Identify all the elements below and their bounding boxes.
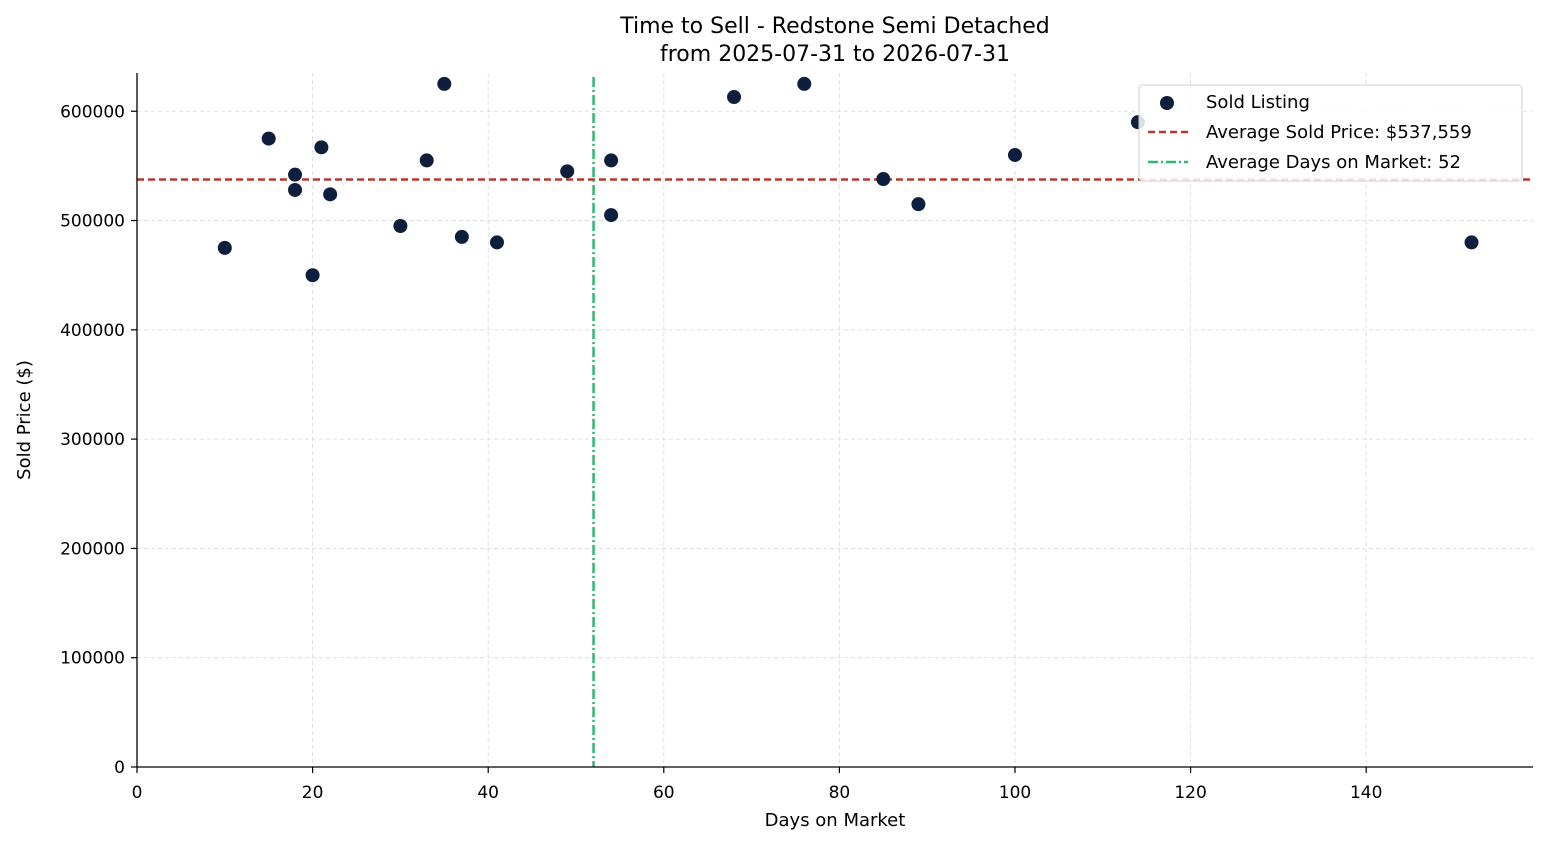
chart-title-line2: from 2025-07-31 to 2026-07-31 bbox=[660, 42, 1010, 67]
x-tick-label: 60 bbox=[653, 783, 675, 803]
x-tick-label: 140 bbox=[1350, 783, 1382, 803]
sold-listing-point bbox=[489, 235, 504, 250]
sold-listing-point bbox=[323, 187, 338, 202]
sold-listing-point bbox=[911, 197, 926, 212]
x-tick-label: 120 bbox=[1174, 783, 1206, 803]
legend-label-avg-days: Average Days on Market: 52 bbox=[1206, 152, 1461, 173]
x-tick-label: 0 bbox=[132, 783, 143, 803]
y-tick-label: 0 bbox=[114, 758, 125, 778]
x-tick-label: 20 bbox=[302, 783, 324, 803]
sold-listing-point bbox=[1007, 147, 1022, 162]
sold-listing-point bbox=[797, 76, 812, 91]
y-tick-label: 200000 bbox=[60, 539, 125, 559]
x-tick-label: 40 bbox=[477, 783, 499, 803]
legend-label-avg-price: Average Sold Price: $537,559 bbox=[1206, 122, 1472, 143]
x-axis-ticks: 0 20 40 60 80 100 120 140 bbox=[132, 767, 1382, 803]
sold-listing-point bbox=[314, 140, 329, 155]
sold-listing-point bbox=[305, 268, 320, 283]
legend-label-sold-listing: Sold Listing bbox=[1206, 92, 1310, 113]
legend-marker-sold-listing bbox=[1160, 96, 1174, 110]
x-tick-label: 100 bbox=[999, 783, 1031, 803]
sold-listing-point bbox=[876, 172, 891, 187]
y-axis-ticks: 0 100000 200000 300000 400000 500000 600000 bbox=[60, 102, 137, 778]
sold-listing-point bbox=[1464, 235, 1479, 250]
reference-lines bbox=[137, 77, 1533, 767]
sold-listing-point bbox=[454, 229, 469, 244]
sold-listing-point bbox=[437, 76, 452, 91]
sold-listing-point bbox=[288, 167, 303, 182]
legend-box bbox=[1138, 84, 1523, 182]
y-tick-label: 400000 bbox=[60, 321, 125, 341]
sold-listing-point bbox=[419, 153, 434, 168]
sold-listing-point bbox=[604, 208, 619, 223]
sold-listing-point bbox=[560, 164, 575, 179]
chart-title-line1: Time to Sell - Redstone Semi Detached bbox=[619, 14, 1050, 39]
x-tick-label: 80 bbox=[829, 783, 851, 803]
y-axis-label: Sold Price ($) bbox=[14, 360, 35, 480]
sold-listing-point bbox=[727, 90, 742, 105]
x-axis-label: Days on Market bbox=[765, 810, 906, 831]
sold-listing-point bbox=[393, 219, 408, 234]
y-tick-label: 100000 bbox=[60, 649, 125, 669]
sold-listing-point bbox=[217, 240, 232, 255]
sold-listing-point bbox=[288, 182, 303, 197]
legend: Sold Listing Average Sold Price: $537,55… bbox=[1138, 84, 1523, 182]
sold-listing-point bbox=[604, 153, 619, 168]
sold-listing-point bbox=[261, 131, 276, 146]
y-tick-label: 500000 bbox=[60, 212, 125, 232]
y-tick-label: 600000 bbox=[60, 102, 125, 122]
y-tick-label: 300000 bbox=[60, 430, 125, 450]
